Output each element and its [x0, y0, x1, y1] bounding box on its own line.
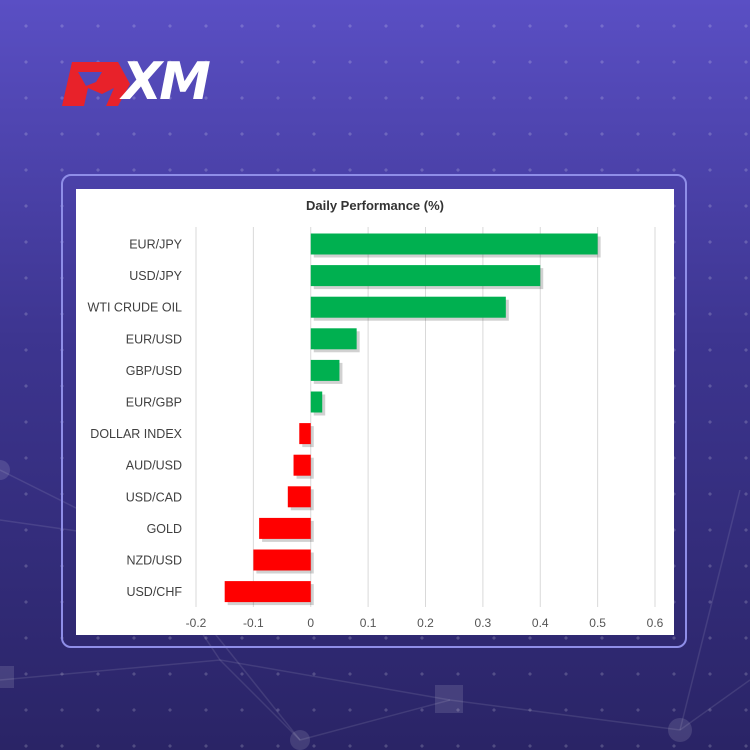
category-label: EUR/USD: [126, 332, 182, 346]
bars: [224, 233, 601, 606]
bar: [293, 454, 311, 476]
logo-red-mark: [62, 62, 130, 106]
logo-text: XM: [122, 52, 211, 112]
bar: [224, 581, 311, 603]
bar: [253, 549, 311, 571]
x-tick-label: 0.5: [589, 616, 606, 630]
x-tick-labels: -0.2 -0.1 0 0.1 0.2 0.3 0.4 0.5 0.6: [186, 616, 664, 630]
category-label: USD/CAD: [126, 490, 182, 504]
chart-frame: [61, 174, 687, 648]
category-label: EUR/GBP: [126, 396, 182, 410]
category-labels: EUR/JPY USD/JPY WTI CRUDE OIL EUR/USD GBP/US…: [88, 238, 183, 600]
category-label: AUD/USD: [126, 459, 182, 473]
category-label: USD/JPY: [129, 269, 182, 283]
x-tick-label: 0: [307, 616, 314, 630]
chart-title: Daily Performance (%): [306, 198, 444, 213]
xm-logo-icon: [62, 62, 130, 106]
bar-chart: Daily Performance (%) EUR/JPY USD/JPY WTI …: [88, 198, 664, 630]
category-label: DOLLAR INDEX: [90, 427, 182, 441]
bar: [259, 517, 311, 539]
bar: [299, 423, 311, 445]
x-tick-label: 0.2: [417, 616, 434, 630]
category-label: WTI CRUDE OIL: [88, 301, 182, 315]
chart-panel: Daily Performance (%) EUR/JPY USD/JPY WTI …: [76, 189, 674, 635]
x-tick-label: -0.2: [186, 616, 207, 630]
category-label: GBP/USD: [126, 364, 182, 378]
bar: [310, 265, 541, 287]
x-tick-label: 0.4: [532, 616, 549, 630]
category-label: NZD/USD: [126, 554, 182, 568]
gridlines: [195, 227, 656, 607]
x-tick-label: 0.6: [647, 616, 664, 630]
x-tick-label: 0.1: [360, 616, 377, 630]
category-label: EUR/JPY: [129, 238, 182, 252]
category-label: USD/CHF: [126, 585, 182, 599]
bar: [310, 233, 598, 255]
bar: [287, 486, 311, 508]
bar: [310, 328, 357, 350]
x-tick-label: 0.3: [475, 616, 492, 630]
bar: [310, 391, 323, 413]
bar: [310, 359, 340, 381]
bar: [310, 296, 506, 318]
x-tick-label: -0.1: [243, 616, 264, 630]
category-label: GOLD: [147, 522, 182, 536]
